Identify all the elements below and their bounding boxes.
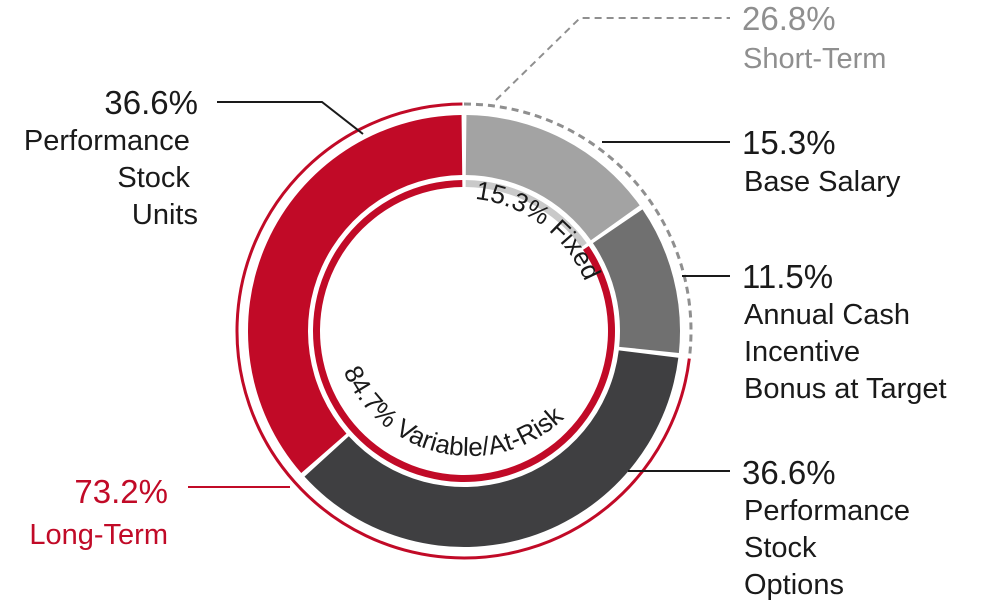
base-salary-label: Base Salary [744, 166, 901, 198]
slice-performance-stock-options [304, 350, 679, 547]
base-salary-value: 15.3% [742, 124, 836, 161]
leader-line-performance-stock-units [217, 101, 364, 135]
long-term-value: 73.2% [74, 473, 168, 510]
performance-stock-units-label: Performance Stock Units [24, 125, 198, 231]
slice-performance-stock-units [248, 115, 463, 474]
short-term-value: 26.8% [742, 0, 836, 37]
slice-annual-cash-incentive-bonus-at-target [592, 209, 680, 353]
inner-ring-fixed [465, 180, 587, 248]
performance-stock-options-label: Performance Stock Options [744, 495, 918, 601]
annual-cash-incentive-value: 11.5% [742, 258, 833, 295]
short-term-group-ring [463, 102, 693, 355]
leader-line-short-term [495, 17, 730, 101]
long-term-label: Long-Term [29, 519, 168, 551]
annual-cash-incentive-label: Annual Cash Incentive Bonus at Target [744, 299, 947, 405]
long-term-group-ring [235, 102, 691, 560]
short-term-label: Short-Term [743, 43, 886, 75]
performance-stock-units-value: 36.6% [104, 84, 198, 121]
slice-base-salary [465, 115, 640, 241]
performance-stock-options-value: 36.6% [742, 454, 836, 491]
